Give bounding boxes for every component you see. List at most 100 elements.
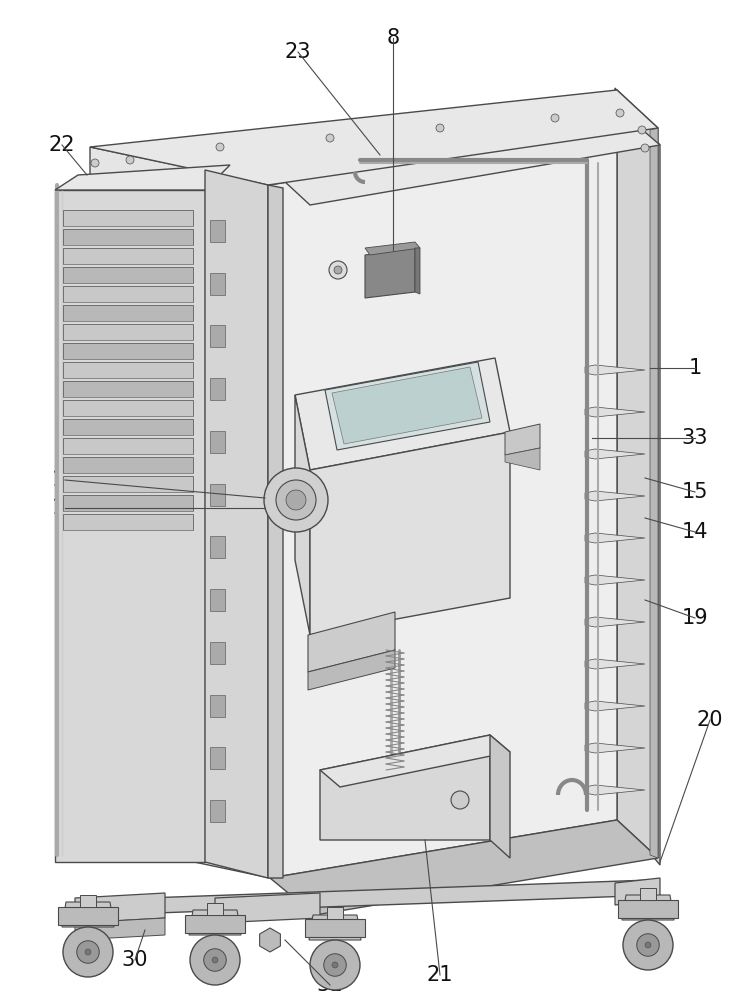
Circle shape — [126, 156, 134, 164]
Polygon shape — [268, 185, 283, 878]
Polygon shape — [58, 907, 118, 925]
Polygon shape — [295, 395, 310, 635]
Circle shape — [329, 261, 347, 279]
Polygon shape — [63, 400, 193, 416]
Polygon shape — [622, 895, 674, 920]
Polygon shape — [63, 381, 193, 397]
Polygon shape — [585, 533, 645, 543]
Polygon shape — [62, 902, 114, 927]
Polygon shape — [310, 432, 510, 635]
Polygon shape — [205, 170, 268, 878]
Polygon shape — [305, 919, 365, 937]
Polygon shape — [308, 650, 395, 690]
Circle shape — [436, 124, 444, 132]
Polygon shape — [210, 220, 225, 242]
Polygon shape — [210, 695, 225, 717]
Polygon shape — [210, 273, 225, 295]
Circle shape — [616, 109, 624, 117]
Polygon shape — [210, 536, 225, 558]
Circle shape — [641, 144, 649, 152]
Text: 20: 20 — [697, 710, 723, 730]
Polygon shape — [55, 190, 205, 862]
Polygon shape — [63, 229, 193, 245]
Polygon shape — [63, 438, 193, 454]
Polygon shape — [585, 365, 645, 375]
Polygon shape — [63, 343, 193, 359]
Polygon shape — [505, 424, 540, 455]
Polygon shape — [490, 735, 510, 858]
Circle shape — [286, 490, 306, 510]
Polygon shape — [63, 457, 193, 473]
Polygon shape — [215, 893, 320, 923]
Circle shape — [203, 949, 226, 971]
Polygon shape — [63, 419, 193, 435]
Polygon shape — [585, 491, 645, 501]
Polygon shape — [63, 362, 193, 378]
Text: 23: 23 — [285, 42, 311, 62]
Circle shape — [77, 941, 99, 963]
Polygon shape — [63, 305, 193, 321]
Polygon shape — [308, 612, 395, 672]
Polygon shape — [585, 575, 645, 585]
Polygon shape — [90, 90, 658, 185]
Circle shape — [638, 126, 646, 134]
Polygon shape — [210, 589, 225, 611]
Polygon shape — [210, 747, 225, 769]
Text: 19: 19 — [682, 608, 708, 628]
Text: 1: 1 — [688, 358, 702, 378]
Circle shape — [190, 935, 240, 985]
Text: 17: 17 — [51, 498, 78, 518]
Polygon shape — [210, 325, 225, 347]
Polygon shape — [210, 378, 225, 400]
Text: 16: 16 — [51, 470, 78, 490]
Polygon shape — [55, 165, 230, 190]
Circle shape — [63, 927, 113, 977]
Polygon shape — [309, 915, 361, 940]
Circle shape — [451, 791, 469, 809]
Polygon shape — [585, 449, 645, 459]
Circle shape — [310, 940, 360, 990]
Circle shape — [332, 962, 338, 968]
Polygon shape — [75, 893, 165, 923]
Text: 31: 31 — [317, 975, 343, 995]
Polygon shape — [585, 617, 645, 627]
Text: 15: 15 — [682, 482, 708, 502]
Polygon shape — [63, 248, 193, 264]
Polygon shape — [365, 242, 420, 255]
Circle shape — [324, 954, 346, 976]
Polygon shape — [210, 484, 225, 506]
Polygon shape — [80, 895, 96, 907]
Polygon shape — [90, 147, 270, 878]
Polygon shape — [332, 367, 482, 444]
Polygon shape — [270, 820, 658, 915]
Text: 30: 30 — [121, 950, 148, 970]
Polygon shape — [63, 324, 193, 340]
Polygon shape — [585, 743, 645, 753]
Polygon shape — [270, 108, 660, 205]
Circle shape — [276, 480, 316, 520]
Polygon shape — [210, 642, 225, 664]
Polygon shape — [63, 210, 193, 226]
Circle shape — [334, 266, 342, 274]
Polygon shape — [618, 900, 678, 918]
Polygon shape — [505, 448, 540, 470]
Circle shape — [264, 468, 328, 532]
Polygon shape — [210, 431, 225, 453]
Polygon shape — [415, 248, 420, 294]
Polygon shape — [189, 910, 241, 935]
Polygon shape — [585, 701, 645, 711]
Text: 22: 22 — [48, 135, 75, 155]
Circle shape — [212, 957, 218, 963]
Circle shape — [326, 134, 334, 142]
Polygon shape — [63, 286, 193, 302]
Text: 21: 21 — [427, 965, 453, 985]
Polygon shape — [75, 918, 165, 940]
Polygon shape — [320, 735, 510, 787]
Polygon shape — [585, 407, 645, 417]
Polygon shape — [615, 878, 660, 905]
Polygon shape — [615, 88, 660, 865]
Circle shape — [637, 934, 659, 956]
Polygon shape — [585, 785, 645, 795]
Text: 8: 8 — [387, 28, 399, 48]
Polygon shape — [617, 90, 658, 858]
